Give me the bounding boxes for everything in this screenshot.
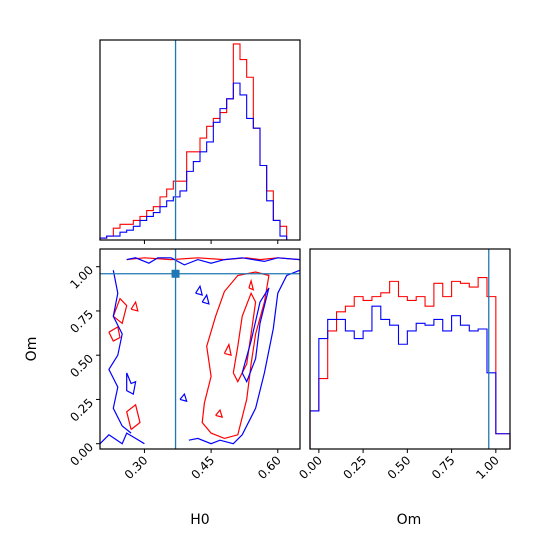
joint-y-tick-label-4: 1.00 bbox=[67, 263, 96, 292]
joint-contour-red-3 bbox=[112, 297, 128, 325]
h0-marginal-panel bbox=[99, 39, 301, 244]
joint-contour-marks bbox=[100, 257, 300, 445]
joint-contour-red-6 bbox=[126, 403, 141, 430]
joint-contour-blue-2 bbox=[188, 269, 300, 445]
h0-histogram-marks bbox=[99, 43, 300, 241]
h0-marginal-x-ticks bbox=[143, 240, 279, 244]
joint-contour-blue-3 bbox=[241, 287, 270, 384]
joint-y-tick-label-3: 0.75 bbox=[67, 307, 96, 336]
joint-contour-blue-1 bbox=[100, 432, 145, 445]
joint-contour-blue-6 bbox=[195, 284, 204, 296]
joint-contour-blue-7 bbox=[201, 293, 210, 305]
om-marginal-tick-label-2: 0.50 bbox=[385, 453, 414, 482]
joint-contour-red-2 bbox=[232, 291, 257, 384]
h0-hist-red bbox=[99, 43, 300, 241]
joint-contour-red-9 bbox=[248, 278, 255, 291]
joint-contour-red-7 bbox=[223, 342, 232, 357]
joint-contour-red-1 bbox=[201, 271, 270, 440]
h0-x-axis-label: H0 bbox=[190, 512, 209, 528]
om-marginal-x-ticks: 0.00 0.25 0.50 0.75 1.00 bbox=[296, 449, 502, 482]
joint-y-tick-label-0: 0.00 bbox=[67, 440, 96, 469]
om-y-axis-label: Om bbox=[24, 337, 40, 362]
om-marginal-panel: 0.00 0.25 0.50 0.75 1.00 Om bbox=[296, 248, 511, 528]
om-marginal-tick-label-4: 1.00 bbox=[473, 453, 502, 482]
h0-marginal-frame bbox=[99, 39, 301, 241]
joint-contour-blue-5 bbox=[126, 372, 137, 396]
joint-y-tick-label-1: 0.25 bbox=[67, 396, 96, 425]
om-hist-blue bbox=[309, 305, 511, 449]
joint-frame bbox=[99, 248, 301, 450]
om-hist-red bbox=[309, 277, 511, 449]
joint-y-tick-label-2: 0.50 bbox=[67, 351, 96, 380]
joint-contour-red-8 bbox=[215, 408, 224, 418]
joint-x-tick-label-1: 0.45 bbox=[188, 453, 217, 482]
om-histogram-marks bbox=[309, 277, 511, 449]
h0-hist-blue bbox=[99, 82, 300, 241]
om-x-axis-label: Om bbox=[397, 512, 422, 528]
joint-contour-blue-0 bbox=[126, 257, 300, 266]
joint-x-ticks: 0.30 0.45 0.60 bbox=[122, 449, 284, 482]
joint-x-tick-label-0: 0.30 bbox=[122, 453, 151, 482]
om-marginal-frame bbox=[309, 248, 511, 450]
joint-truth-marker bbox=[171, 269, 180, 278]
joint-contour-blue-8 bbox=[179, 392, 188, 403]
om-marginal-tick-label-1: 0.25 bbox=[340, 453, 369, 482]
om-marginal-tick-label-0: 0.00 bbox=[296, 453, 325, 482]
joint-contour-panel: 0.30 0.45 0.60 0.00 0.25 0.50 0.75 1.00 H0 Om bbox=[24, 248, 301, 528]
joint-y-ticks: 0.00 0.25 0.50 0.75 1.00 bbox=[67, 263, 100, 469]
joint-x-tick-label-2: 0.60 bbox=[255, 453, 284, 482]
joint-contour-red-5 bbox=[130, 300, 139, 312]
om-marginal-tick-label-3: 0.75 bbox=[429, 453, 458, 482]
joint-contour-red-4 bbox=[108, 325, 121, 342]
joint-contour-blue-4 bbox=[108, 270, 132, 434]
